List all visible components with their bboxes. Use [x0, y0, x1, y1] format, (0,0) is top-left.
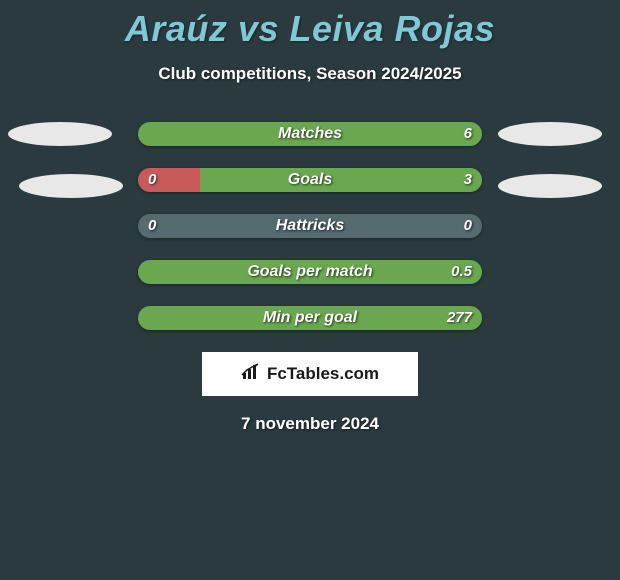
bar-chart-icon [241, 363, 263, 386]
stat-row: Goals per match0.5 [138, 260, 482, 284]
logo-box: FcTables.com [202, 352, 418, 396]
logo: FcTables.com [241, 363, 379, 386]
stat-value-right: 3 [464, 168, 472, 192]
stat-value-right: 0.5 [451, 260, 472, 284]
stat-row: Goals0 3 [138, 168, 482, 192]
stat-row: Min per goal277 [138, 306, 482, 330]
stat-row: Matches6 [138, 122, 482, 146]
stat-label: Matches [138, 122, 482, 146]
footer-date: 7 november 2024 [0, 414, 620, 434]
stat-value-right: 6 [464, 122, 472, 146]
stat-value-right: 0 [464, 214, 472, 238]
stat-value-left: 0 [148, 214, 156, 238]
stat-row: Hattricks0 0 [138, 214, 482, 238]
stat-label: Hattricks [138, 214, 482, 238]
comparison-chart: Matches6Goals03Hattricks00Goals per matc… [0, 122, 620, 330]
logo-text: FcTables.com [267, 364, 379, 384]
player-ellipse [8, 122, 112, 146]
page-title: Araúz vs Leiva Rojas [0, 0, 620, 50]
stat-value-left: 0 [148, 168, 156, 192]
stat-label: Goals per match [138, 260, 482, 284]
player-ellipse [498, 122, 602, 146]
player-ellipse [498, 174, 602, 198]
stat-label: Min per goal [138, 306, 482, 330]
stat-label: Goals [138, 168, 482, 192]
stat-value-right: 277 [447, 306, 472, 330]
player-ellipse [19, 174, 123, 198]
page-subtitle: Club competitions, Season 2024/2025 [0, 64, 620, 84]
